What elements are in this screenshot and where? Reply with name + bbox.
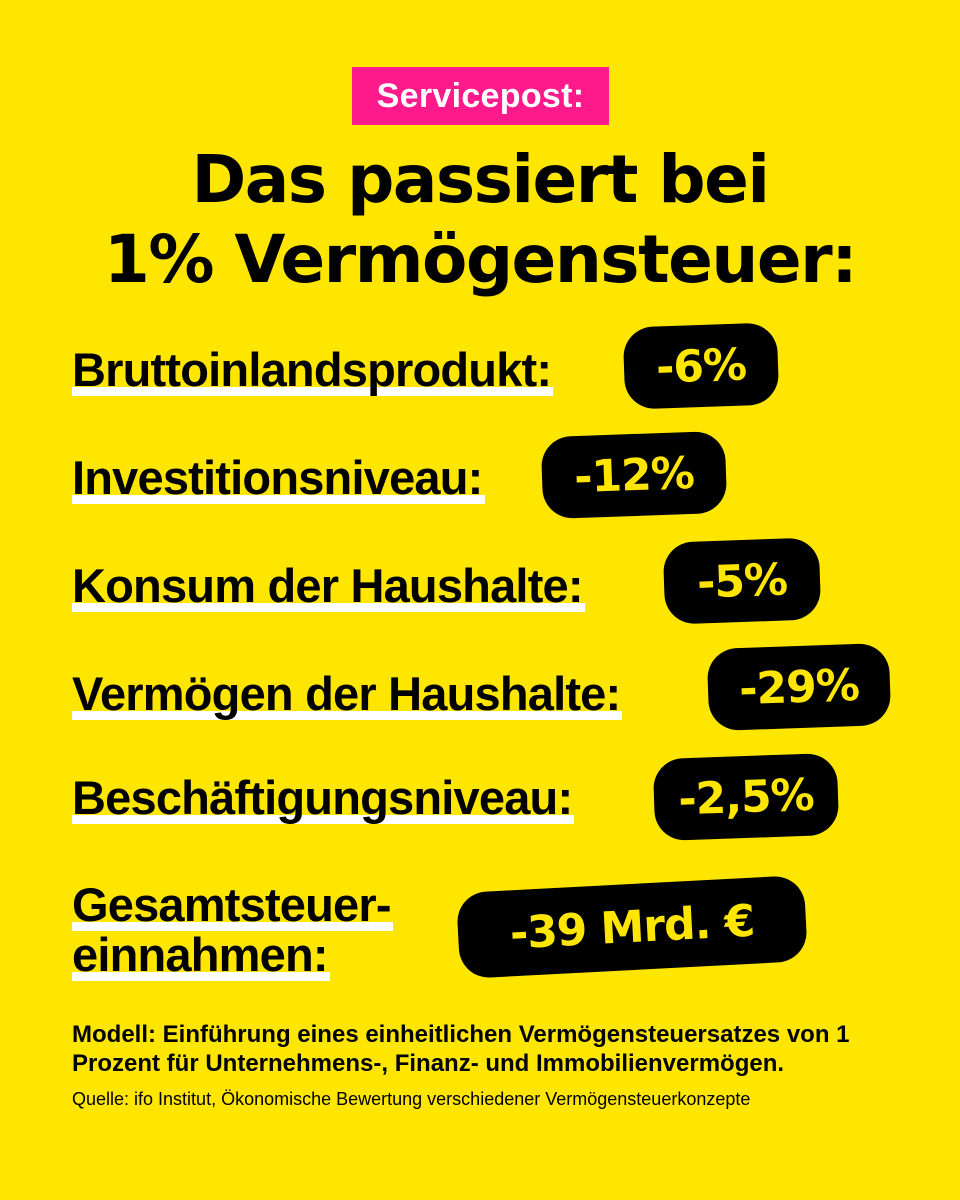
item-value-bip: -6% xyxy=(622,322,780,410)
item-value-konsum: -5% xyxy=(662,537,822,625)
headline-line-2: 1% Vermögensteuer: xyxy=(103,221,858,298)
source-note: Quelle: ifo Institut, Ökonomische Bewert… xyxy=(72,1089,751,1109)
item-label-konsum: Konsum der Haushalte: xyxy=(72,559,585,612)
item-label-beschaeftigung: Beschäftigungsniveau: xyxy=(72,771,575,824)
model-footnote: Modell: Einführung eines einheitlichen V… xyxy=(72,1021,850,1077)
item-label-investitionsniveau: Investitionsniveau: xyxy=(72,451,485,504)
headline-line-1: Das passiert bei xyxy=(191,141,770,218)
item-value-gesamtsteuereinnahmen: -39 Mrd. € xyxy=(455,874,809,980)
item-label-vermoegen: Vermögen der Haushalte: xyxy=(72,667,623,720)
item-value-vermoegen: -29% xyxy=(706,642,892,732)
item-label-bip: Bruttoinlandsprodukt: xyxy=(72,343,554,396)
servicepost-tag: Servicepost: xyxy=(352,67,609,125)
item-value-investitionsniveau: -12% xyxy=(540,430,728,520)
item-label-gesamtsteuereinnahmen: Gesamtsteuer- einnahmen: xyxy=(72,878,393,981)
headline: Das passiert bei 1% Vermögensteuer: xyxy=(0,140,960,300)
item-value-beschaeftigung: -2,5% xyxy=(652,752,840,842)
